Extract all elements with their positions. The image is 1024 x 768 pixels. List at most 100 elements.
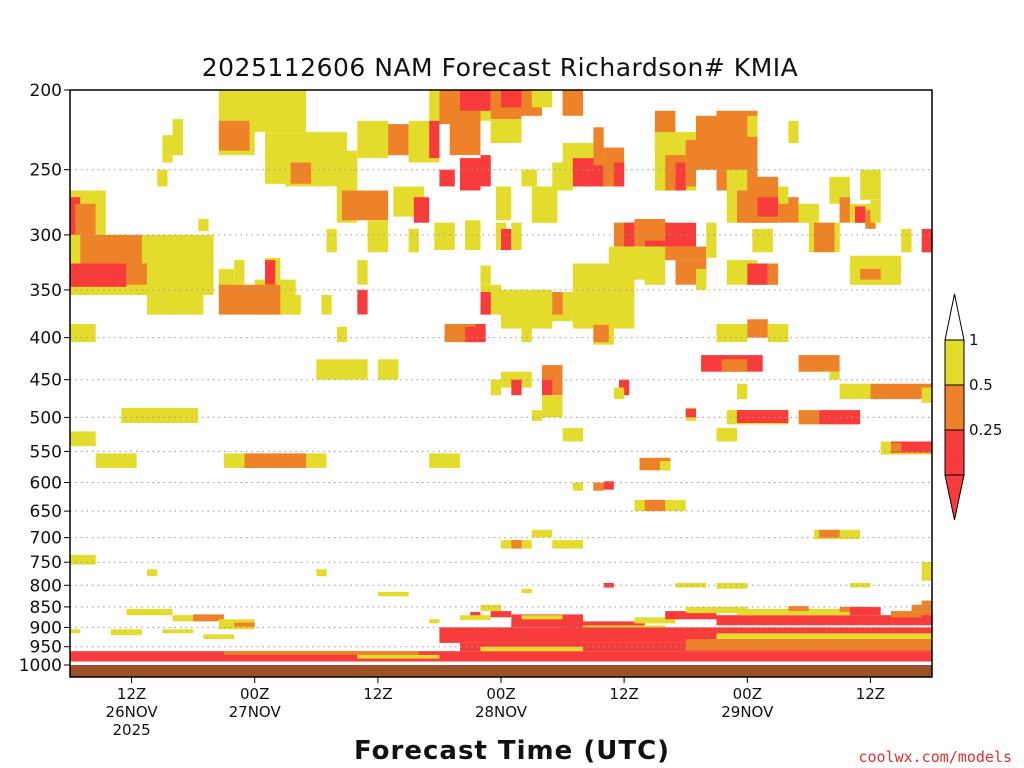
y-tick-label: 400 — [30, 329, 62, 349]
ri-cell — [675, 583, 707, 588]
y-tick-label: 350 — [30, 281, 62, 301]
ri-cell — [490, 119, 522, 143]
ri-cell — [921, 228, 932, 253]
chart-title: 2025112606 NAM Forecast Richardson# KMIA — [202, 53, 799, 82]
x-tick-label: 2025 — [113, 721, 151, 739]
ri-cell — [788, 120, 799, 143]
ri-cell — [316, 359, 368, 380]
ri-cell — [849, 606, 881, 616]
ri-cell — [172, 119, 183, 156]
ri-cell — [490, 611, 512, 618]
y-tick-label: 750 — [30, 553, 62, 573]
ri-cell — [429, 619, 440, 624]
ri-cell — [798, 355, 840, 372]
ri-cell — [644, 246, 666, 285]
ri-cell — [747, 263, 768, 285]
x-tick-label: 12Z — [117, 685, 146, 703]
y-tick-label: 600 — [30, 474, 62, 494]
ri-cell — [501, 228, 512, 251]
ri-cell — [244, 453, 307, 468]
legend-swatch — [944, 429, 965, 476]
ri-cell — [891, 611, 932, 618]
x-tick-label: 00Z — [240, 685, 269, 703]
ri-cell — [521, 588, 532, 594]
y-tick-label: 800 — [30, 576, 62, 596]
ri-cell — [839, 606, 861, 612]
ri-cell — [480, 604, 501, 612]
ri-cell — [70, 555, 96, 565]
ri-cell — [321, 295, 332, 315]
ri-cell — [80, 234, 142, 264]
ri-cell — [737, 609, 871, 616]
ri-cell — [685, 139, 696, 187]
legend-label: 1 — [969, 331, 979, 349]
ri-cell — [660, 461, 671, 471]
ri-cell — [429, 453, 460, 468]
ri-cell — [367, 220, 389, 253]
legend-label: 0.25 — [969, 421, 1002, 439]
y-tick-label: 900 — [30, 618, 62, 638]
x-tick-label: 12Z — [609, 685, 638, 703]
data-cells — [70, 90, 932, 662]
ri-cell — [716, 427, 737, 442]
ri-cell — [696, 268, 707, 290]
ri-cell — [357, 654, 440, 659]
ri-cell — [747, 319, 768, 338]
ri-cell — [921, 387, 932, 403]
ri-cell — [870, 199, 881, 223]
ri-cell — [465, 326, 481, 343]
ri-cell — [511, 379, 522, 396]
ri-cell — [234, 622, 255, 627]
ri-cell — [737, 410, 789, 423]
ri-cell — [531, 186, 558, 223]
ri-cell — [552, 292, 563, 315]
ri-cell — [218, 120, 250, 151]
ri-cell — [162, 629, 194, 634]
x-tick-label: 29NOV — [721, 703, 774, 721]
ri-cell — [767, 263, 779, 285]
ri-cell — [470, 611, 481, 616]
ri-cell — [921, 562, 932, 581]
ri-cell — [326, 132, 347, 163]
ri-cell — [126, 609, 173, 616]
ri-cell — [460, 90, 491, 111]
y-tick-label: 700 — [30, 529, 62, 549]
ri-cell — [357, 260, 368, 285]
ri-cell — [341, 190, 389, 221]
ri-cell — [593, 127, 604, 166]
ri-cell — [193, 614, 224, 622]
ri-cell — [901, 228, 912, 253]
ground-layer — [70, 665, 932, 677]
ri-cell — [624, 222, 635, 247]
ri-cell — [249, 90, 306, 133]
ri-cell — [121, 407, 173, 423]
ri-cell — [716, 583, 748, 589]
ri-cell — [290, 162, 312, 184]
ri-cell — [562, 427, 584, 442]
ri-cell — [737, 383, 748, 400]
ri-cell — [147, 295, 204, 315]
ri-cell — [480, 265, 491, 285]
legend-swatch — [944, 384, 965, 431]
x-tick-label: 28NOV — [475, 703, 528, 721]
ri-cell — [234, 260, 245, 285]
ri-cell — [603, 583, 614, 588]
ri-cell — [798, 203, 820, 223]
ri-cell — [70, 324, 96, 343]
ri-cell — [675, 162, 686, 191]
ri-cell — [223, 651, 419, 655]
ri-cell — [593, 482, 604, 491]
ri-cell — [685, 408, 696, 418]
ri-cell — [839, 197, 850, 223]
y-tick-label: 300 — [30, 226, 62, 246]
ri-cell — [521, 169, 537, 187]
ri-cell — [721, 359, 748, 372]
ri-cell — [460, 158, 481, 191]
ri-cell — [814, 222, 835, 253]
x-tick-label: 00Z — [486, 685, 515, 703]
y-tick-label: 550 — [30, 442, 62, 462]
ri-cell — [747, 115, 758, 137]
ri-cell — [891, 442, 902, 452]
ri-cell — [413, 197, 430, 223]
ri-cell — [511, 222, 522, 250]
